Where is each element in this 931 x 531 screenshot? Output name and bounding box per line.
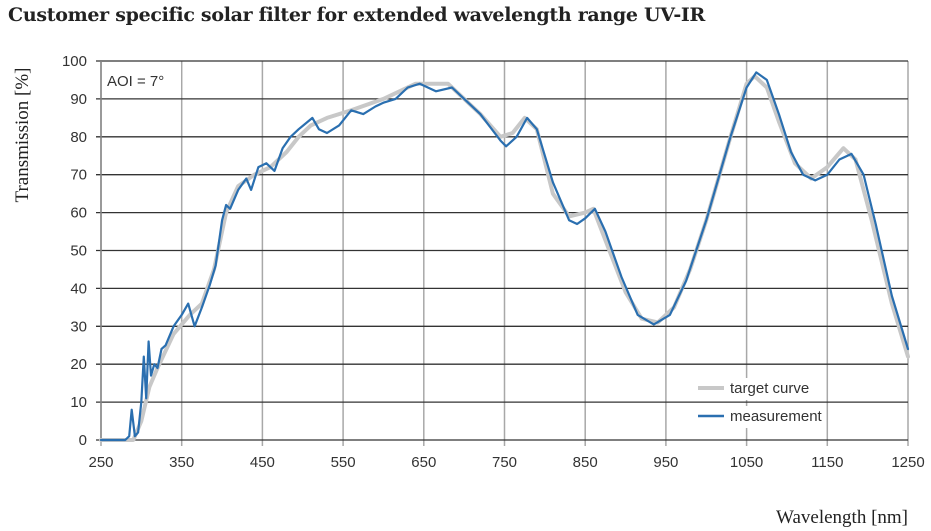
chart-title: Customer specific solar filter for exten… [8,4,706,26]
y-tick-label: 10 [70,394,87,411]
annotation-bg [103,64,181,94]
series-line-measurement [99,71,910,442]
x-tick-label: 450 [250,454,275,471]
y-tick-label: 60 [70,205,87,222]
x-tick-label: 1050 [730,454,763,471]
y-tick-label: 100 [62,53,87,70]
x-tick-label: 650 [411,454,436,471]
annotation: AOI = 7° [107,73,164,90]
legend-bg [695,406,825,428]
x-tick-label: 1250 [891,454,924,471]
y-tick-label: 90 [70,91,87,108]
y-tick-label: 20 [70,356,87,373]
legend-bg [695,378,825,400]
legend-label: measurement [730,408,823,425]
x-tick-label: 550 [331,454,356,471]
x-axis-label: Wavelength [nm] [776,507,908,528]
y-tick-label: 50 [70,243,87,260]
y-tick-label: 70 [70,167,87,184]
y-tick-label: 80 [70,129,87,146]
y-tick-label: 0 [79,432,87,449]
legend-label: target curve [730,380,809,397]
y-axis-label: Transmission [%] [12,68,33,203]
x-tick-label: 1150 [811,454,843,471]
x-tick-label: 950 [653,454,678,471]
x-tick-label: 350 [169,454,194,471]
x-tick-label: 250 [88,454,113,471]
x-tick-label: 750 [492,454,517,471]
y-tick-label: 40 [70,280,87,297]
y-tick-label: 30 [70,318,87,335]
x-tick-label: 850 [573,454,598,471]
